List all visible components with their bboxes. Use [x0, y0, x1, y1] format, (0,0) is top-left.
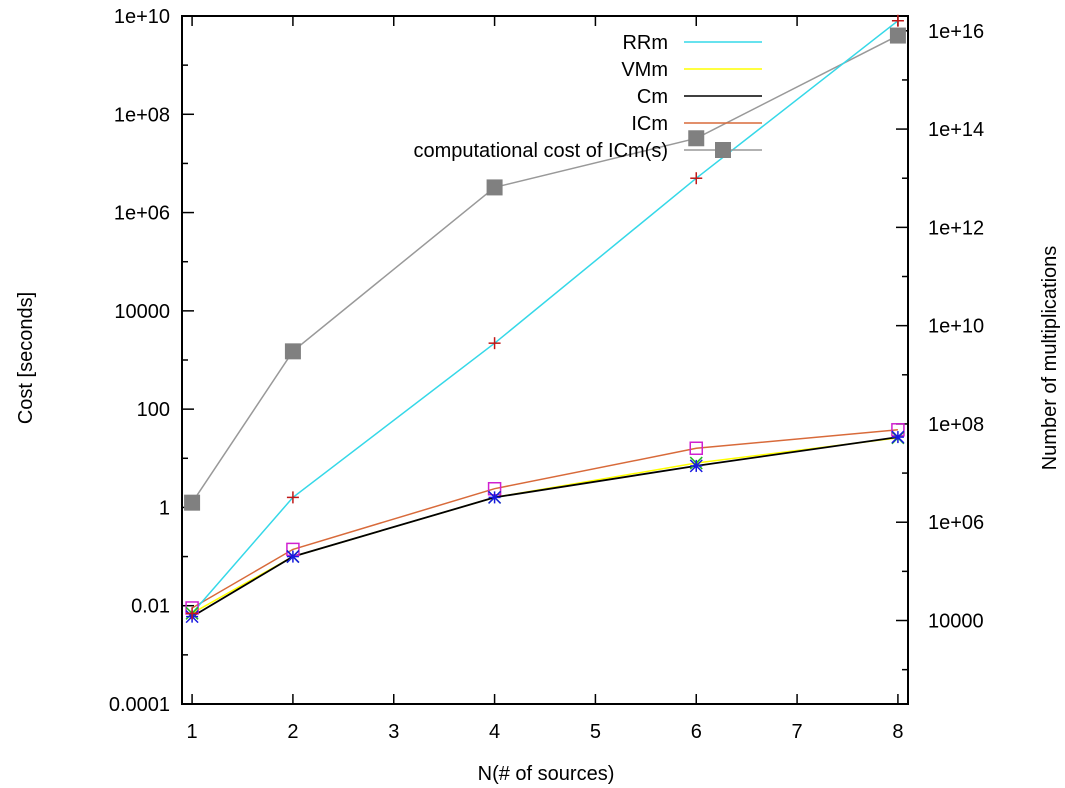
- series-line: [191, 429, 898, 609]
- series-line: [191, 34, 899, 504]
- y2-tick-label: 1e+06: [928, 512, 984, 534]
- x-tick-label: 7: [792, 721, 803, 743]
- x-tick-label: 5: [590, 721, 601, 743]
- y2-tick-label: 1e+10: [928, 316, 984, 338]
- series-lines: [191, 20, 899, 618]
- plot-border: [181, 15, 909, 705]
- data-point: [891, 14, 904, 27]
- data-point: [488, 337, 501, 350]
- y-tick-label: 1e+10: [114, 6, 170, 28]
- legend: RRm VMm Cm ICm computational cost of ICm(s): [413, 32, 762, 162]
- y2-tick-label: 1e+14: [928, 119, 984, 141]
- x-tick-label: 8: [892, 721, 903, 743]
- data-point: [891, 430, 905, 444]
- y-tick-label: 1e+08: [114, 104, 170, 126]
- data-point: [889, 27, 906, 44]
- data-point: [715, 142, 731, 158]
- x-tick-label: 6: [691, 721, 702, 743]
- y2-tick-label: 1e+12: [928, 217, 984, 239]
- data-point: [690, 172, 703, 185]
- y-axis-left: 0.0001 0.01 1 100 10000 1e+06 1e+08 1e+10: [109, 6, 194, 716]
- x-tick-label: 3: [388, 721, 399, 743]
- x-tick-label: 4: [489, 721, 500, 743]
- data-point: [688, 130, 705, 147]
- y2-axis-label: Number of multiplications: [1039, 246, 1061, 471]
- legend-label: RRm: [622, 32, 668, 54]
- x-tick-label: 2: [287, 721, 298, 743]
- data-point: [689, 459, 703, 473]
- plot-frame: [181, 15, 909, 705]
- legend-label: ICm: [631, 113, 668, 135]
- data-point: [186, 607, 199, 620]
- series-line: [191, 20, 899, 614]
- data-point: [284, 343, 301, 360]
- y-tick-label: 0.0001: [109, 694, 170, 716]
- y-axis-label: Cost [seconds]: [15, 292, 37, 424]
- y-tick-label: 100: [137, 399, 170, 421]
- legend-label: Cm: [637, 86, 668, 108]
- data-point: [488, 490, 502, 504]
- series-line: [191, 437, 898, 614]
- x-axis: 1 2 3 4 5 6 7 8: [187, 16, 903, 743]
- series-markers: [184, 14, 906, 624]
- y-tick-label: 10000: [114, 301, 170, 323]
- y-tick-label: 0.01: [131, 596, 170, 618]
- y-tick-label: 1: [159, 497, 170, 519]
- legend-label: computational cost of ICm(s): [413, 140, 668, 162]
- data-point: [286, 491, 299, 504]
- y-axis-right: 10000 1e+06 1e+08 1e+10 1e+12 1e+14 1e+16: [896, 21, 984, 671]
- series-line: [191, 436, 899, 618]
- legend-label: VMm: [621, 59, 668, 81]
- data-point: [486, 179, 503, 196]
- y-tick-label: 1e+06: [114, 203, 170, 225]
- y2-tick-label: 10000: [928, 611, 984, 633]
- x-axis-label: N(# of sources): [478, 763, 615, 785]
- x-tick-label: 1: [187, 721, 198, 743]
- data-point: [184, 494, 201, 511]
- data-point: [286, 550, 300, 564]
- data-point: [689, 441, 703, 456]
- y2-tick-label: 1e+08: [928, 414, 984, 436]
- y2-tick-label: 1e+16: [928, 21, 984, 43]
